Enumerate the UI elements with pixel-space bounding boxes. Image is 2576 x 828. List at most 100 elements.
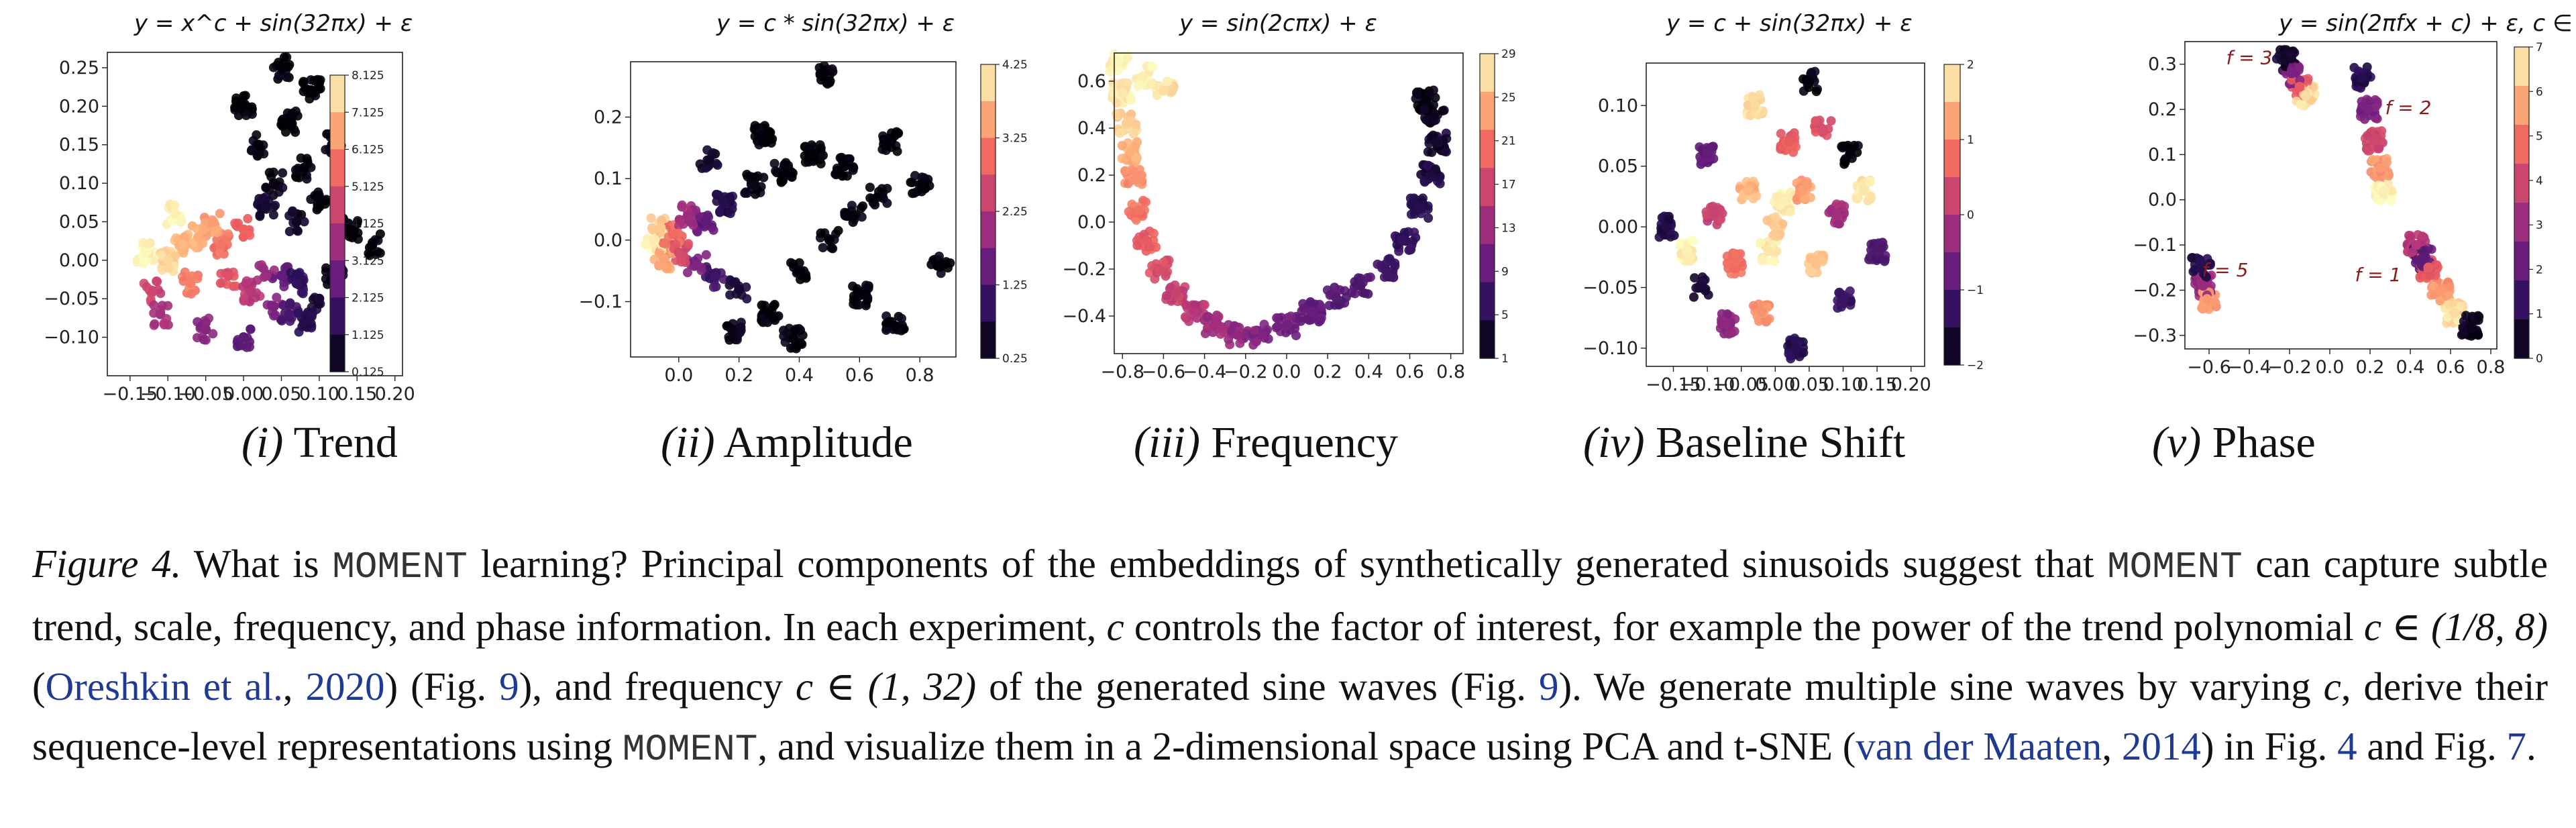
data-point xyxy=(897,313,906,323)
data-point xyxy=(1421,115,1431,125)
data-point xyxy=(299,217,309,227)
citation-link[interactable]: van der Maaten xyxy=(1856,724,2102,768)
data-point xyxy=(1703,290,1713,300)
data-point xyxy=(776,176,786,186)
colorbar-tick-label: 1 xyxy=(1501,352,1509,366)
data-point xyxy=(276,62,286,73)
figure-reference-link[interactable]: 7 xyxy=(2506,724,2526,768)
colorbar-segment xyxy=(2514,319,2529,359)
colorbar-segment xyxy=(2514,164,2529,203)
colorbar-segment xyxy=(1480,320,1495,359)
data-point xyxy=(159,318,169,328)
data-point xyxy=(1105,66,1115,76)
citation-link[interactable]: Oreshkin et al. xyxy=(45,664,283,709)
figure-reference-link[interactable]: 9 xyxy=(1538,664,1559,709)
data-point xyxy=(245,342,254,352)
colorbar-segment xyxy=(2514,203,2529,242)
data-point xyxy=(767,134,777,144)
data-point xyxy=(910,188,919,198)
data-point xyxy=(170,209,180,219)
x-tick-label: 0.6 xyxy=(845,365,874,386)
data-point xyxy=(788,333,798,344)
x-tick-label: 0.8 xyxy=(1436,362,1465,382)
data-point xyxy=(255,210,265,220)
data-point xyxy=(2417,231,2427,242)
axes-frame xyxy=(2184,41,2498,350)
data-point xyxy=(1113,57,1124,68)
data-point xyxy=(1126,95,1136,105)
data-point xyxy=(185,278,196,289)
data-point xyxy=(246,324,256,334)
data-point xyxy=(1865,177,1875,187)
data-point xyxy=(353,216,363,226)
data-point xyxy=(1845,149,1856,160)
data-point xyxy=(284,301,294,311)
data-point xyxy=(1839,159,1849,169)
data-point xyxy=(1831,199,1841,209)
y-tick-label: −0.4 xyxy=(1062,306,1106,327)
data-point xyxy=(827,64,837,74)
data-point xyxy=(1146,79,1156,89)
data-point xyxy=(658,253,669,264)
data-point xyxy=(1756,238,1766,248)
data-point xyxy=(373,247,383,257)
data-point xyxy=(286,268,296,278)
data-point xyxy=(684,239,693,249)
data-point xyxy=(1138,195,1148,205)
data-point xyxy=(155,309,166,319)
x-tick-label: 0.8 xyxy=(906,365,934,386)
y-tick-label: 0.0 xyxy=(1077,212,1106,233)
axes-frame xyxy=(107,52,403,376)
data-point xyxy=(1181,300,1191,310)
data-point xyxy=(241,276,252,286)
data-point xyxy=(1845,286,1855,296)
data-point xyxy=(657,215,667,225)
panel-phase: y = sin(2πfx + c) + ε, c ∈ [0, 2π]−0.6−0… xyxy=(2061,0,2576,497)
data-point xyxy=(2286,68,2297,79)
data-point xyxy=(1425,170,1436,180)
data-point xyxy=(1291,331,1301,341)
data-point xyxy=(710,272,720,282)
y-tick-label: 0.25 xyxy=(59,58,99,79)
citation-link[interactable]: 2020 xyxy=(305,664,385,709)
data-point xyxy=(769,158,780,168)
colorbar-segment xyxy=(330,75,345,113)
data-point xyxy=(676,257,686,267)
data-point xyxy=(1400,236,1411,246)
figure-reference-link[interactable]: 9 xyxy=(499,664,519,709)
figure-reference-link[interactable]: 4 xyxy=(2337,724,2357,768)
colorbar-tick-label: 5 xyxy=(1501,309,1509,322)
data-point xyxy=(1281,320,1292,331)
data-point xyxy=(1259,319,1269,329)
colorbar-tick-label: 6 xyxy=(2536,85,2543,99)
data-point xyxy=(2363,104,2373,115)
data-point xyxy=(801,273,811,283)
data-point xyxy=(683,268,692,278)
data-point xyxy=(1837,142,1847,152)
data-point xyxy=(1180,312,1190,322)
data-point xyxy=(1272,313,1282,323)
data-point xyxy=(1695,282,1706,293)
data-point xyxy=(1138,71,1148,82)
data-point xyxy=(828,244,838,254)
y-tick-label: 0.6 xyxy=(1077,71,1106,92)
data-point xyxy=(246,286,256,297)
data-point xyxy=(156,289,166,299)
x-tick-label: 0.6 xyxy=(1395,362,1424,382)
x-tick-label: 0.00 xyxy=(223,384,264,405)
colorbar-tick-label: 0 xyxy=(2536,352,2543,366)
x-tick-label: 0.4 xyxy=(785,365,814,386)
citation-link[interactable]: 2014 xyxy=(2121,724,2201,768)
data-point xyxy=(708,225,718,235)
data-point xyxy=(1117,88,1128,98)
x-tick-label: 0.8 xyxy=(2477,357,2506,378)
colorbar-segment xyxy=(1480,282,1495,321)
data-point xyxy=(749,179,759,190)
plot-title: y = x^c + sin(32πx) + ε xyxy=(133,10,413,37)
caption-text: , derive their sequence-level representa… xyxy=(32,664,2548,768)
y-tick-label: 0.2 xyxy=(2148,99,2177,120)
data-point xyxy=(1772,231,1782,242)
y-tick-label: 0.00 xyxy=(59,250,99,271)
scatter-plot: y = c * sin(32πx) + ε 0.0 0.2 0.4 0.6 0.8 0.2 0… xyxy=(578,10,1027,386)
subcaption-baseline-shift: (iv) Baseline Shift xyxy=(1583,417,1905,468)
